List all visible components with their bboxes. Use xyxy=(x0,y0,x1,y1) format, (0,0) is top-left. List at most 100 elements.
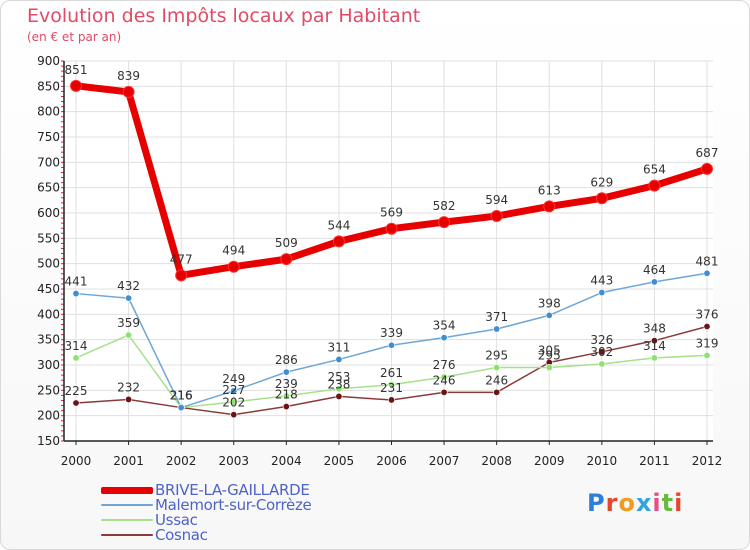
series-point-1 xyxy=(387,341,395,349)
series-point-3 xyxy=(598,348,606,356)
series-point-0 xyxy=(70,79,82,92)
series-point-1 xyxy=(440,334,448,342)
series-point-2 xyxy=(230,398,238,406)
data-label-0: 839 xyxy=(117,69,140,83)
legend-item-cosnac: Cosnac xyxy=(101,526,361,544)
y-tick-label: 350 xyxy=(37,333,60,347)
series-point-0 xyxy=(543,200,556,213)
series-point-1 xyxy=(703,269,711,277)
data-label-2: 302 xyxy=(590,345,613,359)
series-point-0 xyxy=(332,235,345,248)
series-point-2 xyxy=(598,360,606,368)
data-label-0: 509 xyxy=(275,236,298,250)
x-tick-label: 2007 xyxy=(429,454,460,468)
series-point-2 xyxy=(282,392,290,400)
data-label-3: 225 xyxy=(65,384,88,398)
series-point-1 xyxy=(650,278,658,286)
series-point-0 xyxy=(227,260,240,273)
data-label-0: 594 xyxy=(485,193,508,207)
series-point-3 xyxy=(387,396,395,404)
data-label-2: 295 xyxy=(485,349,508,363)
data-label-2: 295 xyxy=(538,349,561,363)
series-point-0 xyxy=(490,210,503,223)
data-label-2: 253 xyxy=(327,370,350,384)
data-label-0: 569 xyxy=(380,206,403,220)
series-point-2 xyxy=(440,373,448,381)
data-label-3: 348 xyxy=(643,322,666,336)
series-point-1 xyxy=(493,325,501,333)
series-point-3 xyxy=(493,388,501,396)
legend-item-brive: BRIVE-LA-GAILLARDE xyxy=(101,481,361,499)
x-tick-label: 2003 xyxy=(218,454,249,468)
series-point-3 xyxy=(125,395,133,403)
series-point-2 xyxy=(387,381,395,389)
data-label-2: 216 xyxy=(170,389,193,403)
y-tick-label: 450 xyxy=(37,282,60,296)
series-point-3 xyxy=(72,399,80,407)
data-label-1: 216 xyxy=(170,389,193,403)
series-point-0 xyxy=(701,162,713,175)
data-label-3: 238 xyxy=(327,377,350,391)
data-label-1: 354 xyxy=(433,319,456,333)
series-point-2 xyxy=(545,364,553,372)
x-tick-label: 2001 xyxy=(113,454,144,468)
x-tick-label: 2004 xyxy=(271,454,302,468)
data-label-1: 286 xyxy=(275,353,298,367)
y-tick-label: 650 xyxy=(37,181,60,195)
x-tick-label: 2010 xyxy=(587,454,618,468)
series-point-3 xyxy=(230,411,238,419)
series-point-2 xyxy=(703,351,711,359)
data-label-1: 339 xyxy=(380,326,403,340)
data-label-3: 305 xyxy=(538,343,561,357)
y-tick-label: 300 xyxy=(37,358,60,372)
logo-letter: r xyxy=(605,489,619,517)
x-tick-label: 2011 xyxy=(639,454,670,468)
legend-label-brive: BRIVE-LA-GAILLARDE xyxy=(155,481,310,499)
data-label-1: 481 xyxy=(696,254,719,268)
series-point-1 xyxy=(282,368,290,376)
y-tick-label: 850 xyxy=(37,79,60,93)
legend-swatch-malemort xyxy=(101,504,153,506)
series-point-3 xyxy=(335,392,343,400)
series-point-1 xyxy=(545,311,553,319)
legend-label-malemort: Malemort-sur-Corrèze xyxy=(155,496,312,514)
data-label-0: 687 xyxy=(696,146,719,160)
data-label-1: 432 xyxy=(117,279,140,293)
logo-letter: o xyxy=(618,489,636,517)
data-label-2: 261 xyxy=(380,366,403,380)
data-label-1: 249 xyxy=(222,372,245,386)
series-point-1 xyxy=(72,290,80,298)
series-point-0 xyxy=(595,192,608,205)
data-label-0: 629 xyxy=(590,175,613,189)
data-label-1: 371 xyxy=(485,310,508,324)
y-tick-label: 550 xyxy=(37,231,60,245)
series-point-0 xyxy=(280,253,293,266)
data-label-2: 239 xyxy=(275,377,298,391)
data-label-2: 227 xyxy=(222,383,245,397)
data-label-1: 311 xyxy=(327,340,350,354)
data-label-3: 218 xyxy=(275,388,298,402)
logo-letter: t xyxy=(661,489,675,517)
y-tick-label: 200 xyxy=(37,409,60,423)
x-tick-label: 2005 xyxy=(324,454,355,468)
series-point-1 xyxy=(335,355,343,363)
legend-swatch-brive xyxy=(101,487,153,494)
x-tick-label: 2002 xyxy=(166,454,197,468)
logo-letter: x xyxy=(635,489,653,517)
series-point-2 xyxy=(72,354,80,362)
data-label-0: 544 xyxy=(327,218,350,232)
series-point-0 xyxy=(648,179,661,192)
series-point-1 xyxy=(598,289,606,297)
data-label-1: 398 xyxy=(538,296,561,310)
legend-item-ussac: Ussac xyxy=(101,511,361,529)
y-tick-label: 900 xyxy=(37,54,60,68)
series-point-2 xyxy=(493,364,501,372)
chart-title: Evolution des Impôts locaux par Habitant xyxy=(27,5,421,27)
x-tick-label: 2009 xyxy=(534,454,565,468)
data-label-1: 441 xyxy=(65,275,88,289)
data-label-3: 202 xyxy=(222,396,245,410)
data-label-3: 326 xyxy=(590,333,613,347)
data-label-3: 231 xyxy=(380,381,403,395)
legend-label-cosnac: Cosnac xyxy=(155,526,208,544)
